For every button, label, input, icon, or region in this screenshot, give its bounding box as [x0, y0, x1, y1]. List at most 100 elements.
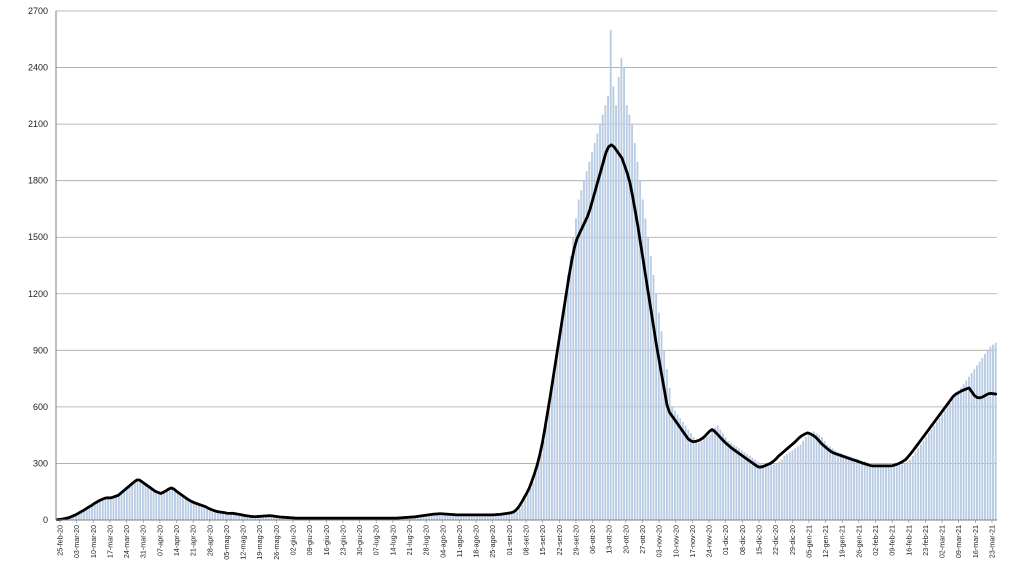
bar-247	[716, 425, 719, 520]
bar-337	[957, 391, 960, 520]
bar-36	[152, 489, 155, 520]
y-tick-label-1: 300	[33, 458, 48, 468]
bar-61	[219, 512, 222, 520]
bar-159	[481, 514, 484, 520]
bar-77	[262, 516, 265, 520]
bar-76	[259, 516, 262, 520]
bar-308	[879, 466, 882, 520]
bar-145	[444, 513, 446, 520]
bar-295	[845, 454, 847, 520]
x-tick-label-56: 23-mar-21	[988, 525, 997, 558]
bar-245	[711, 431, 714, 520]
bar-223	[652, 274, 655, 520]
x-tick-label-37: 10-nov-20	[671, 525, 680, 557]
y-tick-label-5: 1500	[28, 232, 48, 242]
bar-203	[599, 124, 601, 521]
x-tick-label-17: 23-giu-20	[338, 525, 347, 555]
x-tick-label-27: 01-set-20	[505, 525, 514, 555]
y-tick-label-2: 600	[33, 402, 48, 412]
bar-20	[109, 498, 112, 520]
x-tick-label-33: 13-ott-20	[605, 525, 614, 554]
bar-166	[500, 514, 503, 520]
bar-32	[141, 482, 144, 520]
bar-312	[890, 466, 893, 520]
bar-291	[834, 450, 837, 520]
bar-303	[866, 462, 869, 520]
y-tick-label-4: 1200	[28, 289, 48, 299]
bar-213	[625, 105, 628, 520]
bar-54	[200, 504, 203, 520]
bar-183	[545, 425, 548, 520]
bar-326	[927, 433, 930, 520]
bar-231	[673, 410, 676, 520]
bar-18	[104, 497, 107, 520]
x-tick-label-24: 11-ago-20	[455, 525, 464, 557]
bar-14	[93, 502, 96, 520]
bar-234	[681, 421, 684, 520]
bar-216	[633, 142, 636, 520]
bar-55	[203, 505, 206, 520]
bar-160	[484, 514, 486, 520]
bar-29	[133, 480, 136, 520]
bar-152	[462, 514, 465, 520]
bar-338	[959, 388, 962, 520]
bar-57	[208, 508, 211, 520]
bar-215	[631, 124, 634, 521]
bar-264	[762, 465, 765, 520]
bar-132	[409, 517, 412, 520]
bar-181	[540, 454, 543, 520]
bar-256	[740, 450, 743, 520]
bar-244	[708, 435, 711, 520]
x-tick-label-26: 25-ago-20	[488, 525, 497, 558]
bar-293	[839, 453, 842, 520]
bar-257	[743, 452, 746, 520]
bar-199	[588, 161, 591, 520]
x-tick-label-13: 26-mag-20	[272, 525, 281, 560]
bar-81	[272, 515, 275, 520]
bar-141	[433, 514, 436, 520]
bar-286	[820, 437, 823, 520]
bar-26	[125, 487, 128, 520]
bar-22	[115, 495, 118, 520]
bar-322	[917, 448, 920, 520]
bar-266	[767, 466, 770, 520]
bar-351	[994, 342, 997, 520]
bar-294	[842, 454, 845, 520]
bar-39	[160, 493, 163, 520]
bar-292	[837, 452, 839, 520]
bar-252	[730, 442, 732, 520]
bar-51	[192, 502, 195, 520]
bar-300	[858, 459, 861, 520]
bar-209	[615, 105, 617, 520]
bar-28	[131, 482, 134, 520]
bar-44	[174, 488, 176, 520]
bar-278	[799, 444, 802, 520]
bar-298	[853, 457, 855, 520]
x-tick-label-0: 25-feb-20	[56, 525, 65, 556]
bar-173	[518, 508, 521, 520]
bar-281	[807, 435, 810, 520]
bar-180	[537, 463, 540, 520]
bar-164	[494, 514, 497, 520]
bar-153	[465, 514, 468, 520]
bar-329	[935, 421, 938, 520]
bar-287	[823, 440, 826, 520]
bar-143	[438, 513, 441, 520]
bar-35	[149, 487, 152, 520]
bar-241	[700, 440, 703, 520]
bar-319	[909, 459, 912, 520]
y-tick-label-6: 1800	[28, 176, 48, 186]
bar-259	[748, 455, 751, 520]
bar-198	[585, 171, 588, 521]
bar-71	[246, 515, 249, 520]
x-tick-label-39: 24-nov-20	[705, 525, 714, 557]
x-tick-label-16: 16-giu-20	[322, 525, 331, 555]
bar-350	[992, 344, 994, 520]
bar-191	[567, 274, 569, 520]
bar-148	[452, 514, 454, 520]
bar-342	[970, 372, 973, 520]
bar-66	[232, 513, 235, 520]
bar-144	[441, 513, 444, 520]
bar-163	[492, 514, 495, 520]
x-tick-label-8: 21-apr-20	[189, 525, 198, 556]
